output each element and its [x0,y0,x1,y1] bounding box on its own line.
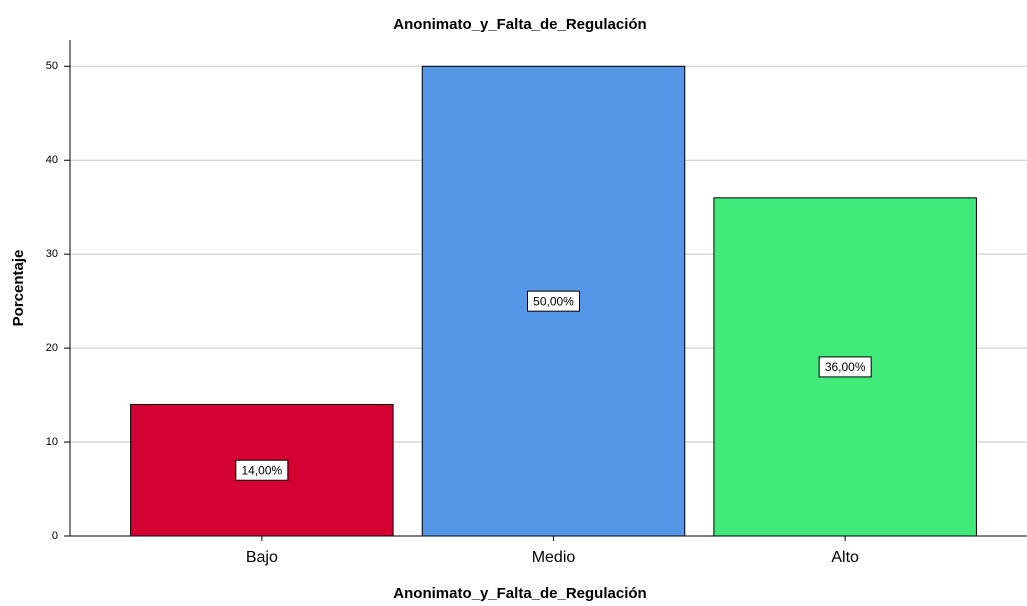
chart-title: Anonimato_y_Falta_de_Regulación [393,16,646,33]
y-tick-label: 50 [46,60,58,72]
x-axis-label: Anonimato_y_Falta_de_Regulación [393,585,646,602]
y-tick-label: 0 [52,530,58,542]
value-label-box [527,290,580,312]
y-axis-label: Porcentaje [10,250,27,327]
x-tick-label: Alto [831,549,859,566]
y-tick-label: 10 [46,436,58,448]
value-label-box [818,356,872,378]
value-label: 36,00% [825,360,866,374]
y-tick-label: 20 [46,342,58,354]
value-label: 50,00% [533,294,574,308]
y-tick-label: 40 [46,154,58,166]
value-label: 14,00% [241,463,282,477]
value-label-box [235,459,289,481]
y-tick-label: 30 [46,248,58,260]
x-tick-label: Medio [532,549,576,566]
x-tick-label: Bajo [246,549,278,566]
